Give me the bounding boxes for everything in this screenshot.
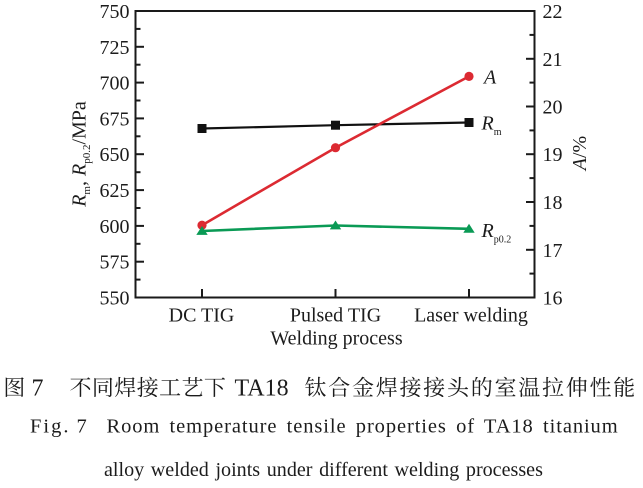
- svg-text:725: 725: [100, 37, 130, 59]
- svg-text:20: 20: [543, 97, 563, 119]
- svg-text:Welding process: Welding process: [270, 328, 402, 350]
- svg-text:675: 675: [100, 108, 130, 130]
- svg-text:17: 17: [543, 240, 563, 262]
- svg-text:A: A: [482, 66, 497, 88]
- svg-text:Fig.: Fig.: [30, 416, 70, 438]
- svg-text:Rm, Rp0.2/MPa: Rm, Rp0.2/MPa: [69, 101, 94, 208]
- svg-text:650: 650: [100, 144, 130, 166]
- svg-text:16: 16: [543, 288, 563, 310]
- svg-text:21: 21: [543, 49, 563, 71]
- svg-text:Rp0.2: Rp0.2: [481, 220, 512, 246]
- svg-text:625: 625: [100, 180, 130, 202]
- svg-text:Room temperature tensile prope: Room temperature tensile properties of T…: [107, 416, 619, 438]
- svg-text:Pulsed TIG: Pulsed TIG: [290, 305, 381, 327]
- svg-text:alloy welded joints under diff: alloy welded joints under different weld…: [104, 459, 543, 481]
- svg-text:7: 7: [77, 416, 87, 438]
- svg-text:TA18: TA18: [235, 375, 289, 401]
- svg-text:Laser welding: Laser welding: [414, 305, 528, 327]
- svg-text:700: 700: [100, 73, 130, 95]
- svg-text:A/%: A/%: [569, 136, 591, 172]
- svg-text:19: 19: [543, 144, 563, 166]
- svg-text:7: 7: [32, 375, 44, 401]
- svg-text:750: 750: [100, 1, 130, 23]
- svg-text:550: 550: [100, 288, 130, 310]
- svg-text:18: 18: [543, 192, 563, 214]
- svg-text:575: 575: [100, 252, 130, 274]
- svg-text:Rm: Rm: [481, 113, 502, 139]
- svg-text:600: 600: [100, 216, 130, 238]
- svg-text:22: 22: [543, 1, 563, 23]
- svg-text:DC TIG: DC TIG: [169, 305, 235, 327]
